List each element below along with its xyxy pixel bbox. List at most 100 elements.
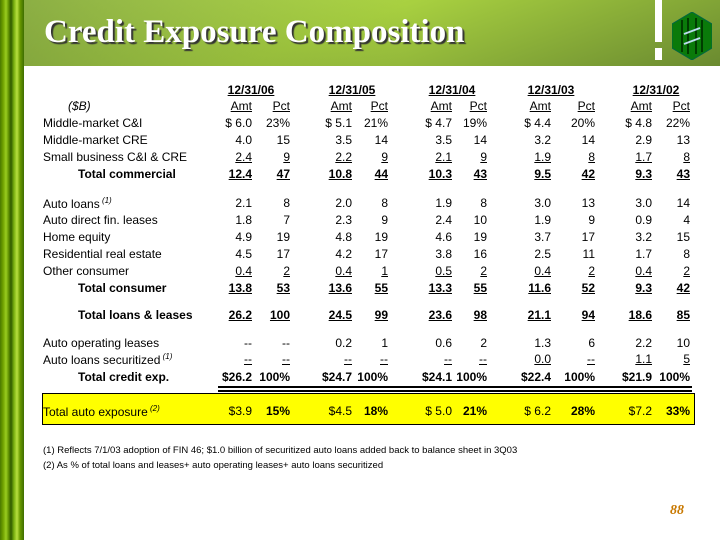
table-cell: 18.6 [628, 308, 652, 322]
pct-header: Pct [370, 99, 388, 113]
auto-exposure-cell: 18% [363, 404, 388, 418]
auto-exposure-cell: $3.9 [228, 404, 252, 418]
table-cell: 10.3 [428, 167, 452, 181]
double-underline [594, 386, 654, 392]
table-cell: 12.4 [228, 167, 252, 181]
table-cell: 4.6 [435, 230, 452, 244]
table-cell: $24.1 [421, 370, 452, 384]
table-cell: 1.3 [534, 336, 551, 350]
footnote-marker: (2) [147, 404, 160, 413]
table-cell: 2 [683, 264, 690, 278]
table-cell: 42 [676, 281, 690, 295]
table-cell: 43 [676, 167, 690, 181]
table-cell: 9 [381, 150, 388, 164]
table-cell: 5 [683, 352, 690, 366]
table-cell: 8 [381, 196, 388, 210]
table-cell: 9.3 [635, 281, 652, 295]
table-cell: 1.7 [635, 247, 652, 261]
table-cell: 2.1 [435, 150, 452, 164]
table-cell: 14 [676, 196, 690, 210]
table-cell: 9 [480, 150, 487, 164]
table-cell: $ 4.7 [425, 116, 452, 130]
table-cell: 21.1 [527, 308, 551, 322]
table-cell: 2.0 [335, 196, 352, 210]
table-cell: $ 4.8 [625, 116, 652, 130]
table-cell: 26.2 [228, 308, 252, 322]
pct-header: Pct [272, 99, 290, 113]
page-title: Credit Exposure Composition [44, 14, 465, 50]
table-cell: $22.4 [520, 370, 551, 384]
row-label: Auto loans securitized (1) [43, 352, 173, 367]
footnote-1: (1) Reflects 7/1/03 adoption of FIN 46; … [43, 445, 518, 456]
table-cell: 55 [473, 281, 487, 295]
table-cell: 10.8 [328, 167, 352, 181]
row-label: Auto direct fin. leases [43, 213, 158, 227]
table-cell: 13.3 [428, 281, 452, 295]
table-cell: 0.2 [335, 336, 352, 350]
table-cell: 1 [381, 264, 388, 278]
row-label: Small business C&I & CRE [43, 150, 188, 164]
table-cell: 100% [564, 370, 595, 384]
table-cell: 15 [676, 230, 690, 244]
table-cell: $21.9 [621, 370, 652, 384]
table-cell: -- [282, 352, 290, 366]
table-cell: -- [587, 352, 595, 366]
double-underline [236, 386, 291, 392]
table-cell: 20% [570, 116, 595, 130]
table-cell: 17 [374, 247, 388, 261]
table-cell: 4.5 [235, 247, 252, 261]
table-cell: 17 [581, 230, 595, 244]
table-cell: 2.2 [335, 150, 352, 164]
table-cell: 16 [473, 247, 487, 261]
table-cell: 52 [581, 281, 595, 295]
auto-exposure-cell: 33% [665, 404, 690, 418]
amt-header: Amt [330, 99, 352, 113]
pct-header: Pct [469, 99, 487, 113]
table-cell: $26.2 [221, 370, 252, 384]
table-cell: $24.7 [321, 370, 352, 384]
table-cell: 9.5 [534, 167, 551, 181]
table-cell: 1.8 [235, 213, 252, 227]
table-cell: 0.0 [534, 352, 551, 366]
table-cell: 85 [676, 308, 690, 322]
footnote-2: (2) As % of total loans and leases+ auto… [43, 460, 384, 471]
amt-header: Amt [630, 99, 652, 113]
table-cell: 0.4 [235, 264, 252, 278]
table-cell: 0.4 [534, 264, 551, 278]
table-cell: 13 [676, 133, 690, 147]
table-cell: 11 [582, 247, 595, 261]
row-label: Auto loans (1) [43, 196, 112, 211]
table-cell: 3.7 [534, 230, 551, 244]
table-cell: 1 [381, 336, 388, 350]
pct-header: Pct [672, 99, 690, 113]
table-cell: 8 [283, 196, 290, 210]
table-cell: 10 [676, 336, 690, 350]
table-cell: $ 6.0 [225, 116, 252, 130]
row-label: Middle-market C&I [43, 116, 143, 130]
table-cell: 0.4 [635, 264, 652, 278]
table-cell: 9 [588, 213, 595, 227]
row-label: Middle-market CRE [43, 133, 148, 147]
pct-header: Pct [577, 99, 595, 113]
table-cell: 1.9 [534, 213, 551, 227]
period-header: 12/31/03 [527, 83, 575, 97]
auto-exposure-cell: 28% [570, 404, 595, 418]
table-cell: 17 [276, 247, 290, 261]
table-cell: 14 [581, 133, 595, 147]
auto-exposure-label: Total auto exposure (2) [43, 404, 160, 419]
auto-exposure-cell: 21% [462, 404, 487, 418]
table-cell: 9 [283, 150, 290, 164]
table-cell: 23% [265, 116, 290, 130]
table-cell: 3.5 [335, 133, 352, 147]
table-cell: 43 [473, 167, 487, 181]
auto-exposure-cell: 15% [265, 404, 290, 418]
decorative-bar [655, 0, 662, 42]
table-cell: 53 [276, 281, 290, 295]
table-cell: 9.3 [635, 167, 652, 181]
table-cell: 4.8 [335, 230, 352, 244]
table-cell: 100% [259, 370, 290, 384]
company-logo-icon [672, 12, 712, 60]
period-header: 12/31/04 [428, 83, 476, 97]
table-cell: 100 [269, 308, 290, 322]
table-cell: 22% [665, 116, 690, 130]
